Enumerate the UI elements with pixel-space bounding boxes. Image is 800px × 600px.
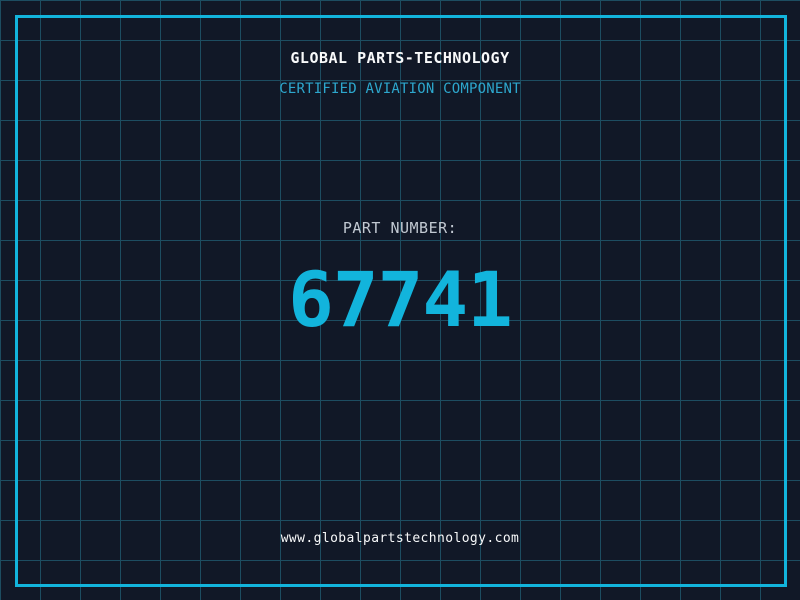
- part-number-value: 67741: [288, 255, 513, 344]
- border-frame: [15, 15, 787, 587]
- part-number-label: PART NUMBER:: [342, 219, 458, 237]
- certification-subtitle: CERTIFIED AVIATION COMPONENT: [279, 81, 521, 97]
- website-url: www.globalpartstechnology.com: [280, 531, 520, 546]
- company-title: GLOBAL PARTS-TECHNOLOGY: [290, 49, 510, 67]
